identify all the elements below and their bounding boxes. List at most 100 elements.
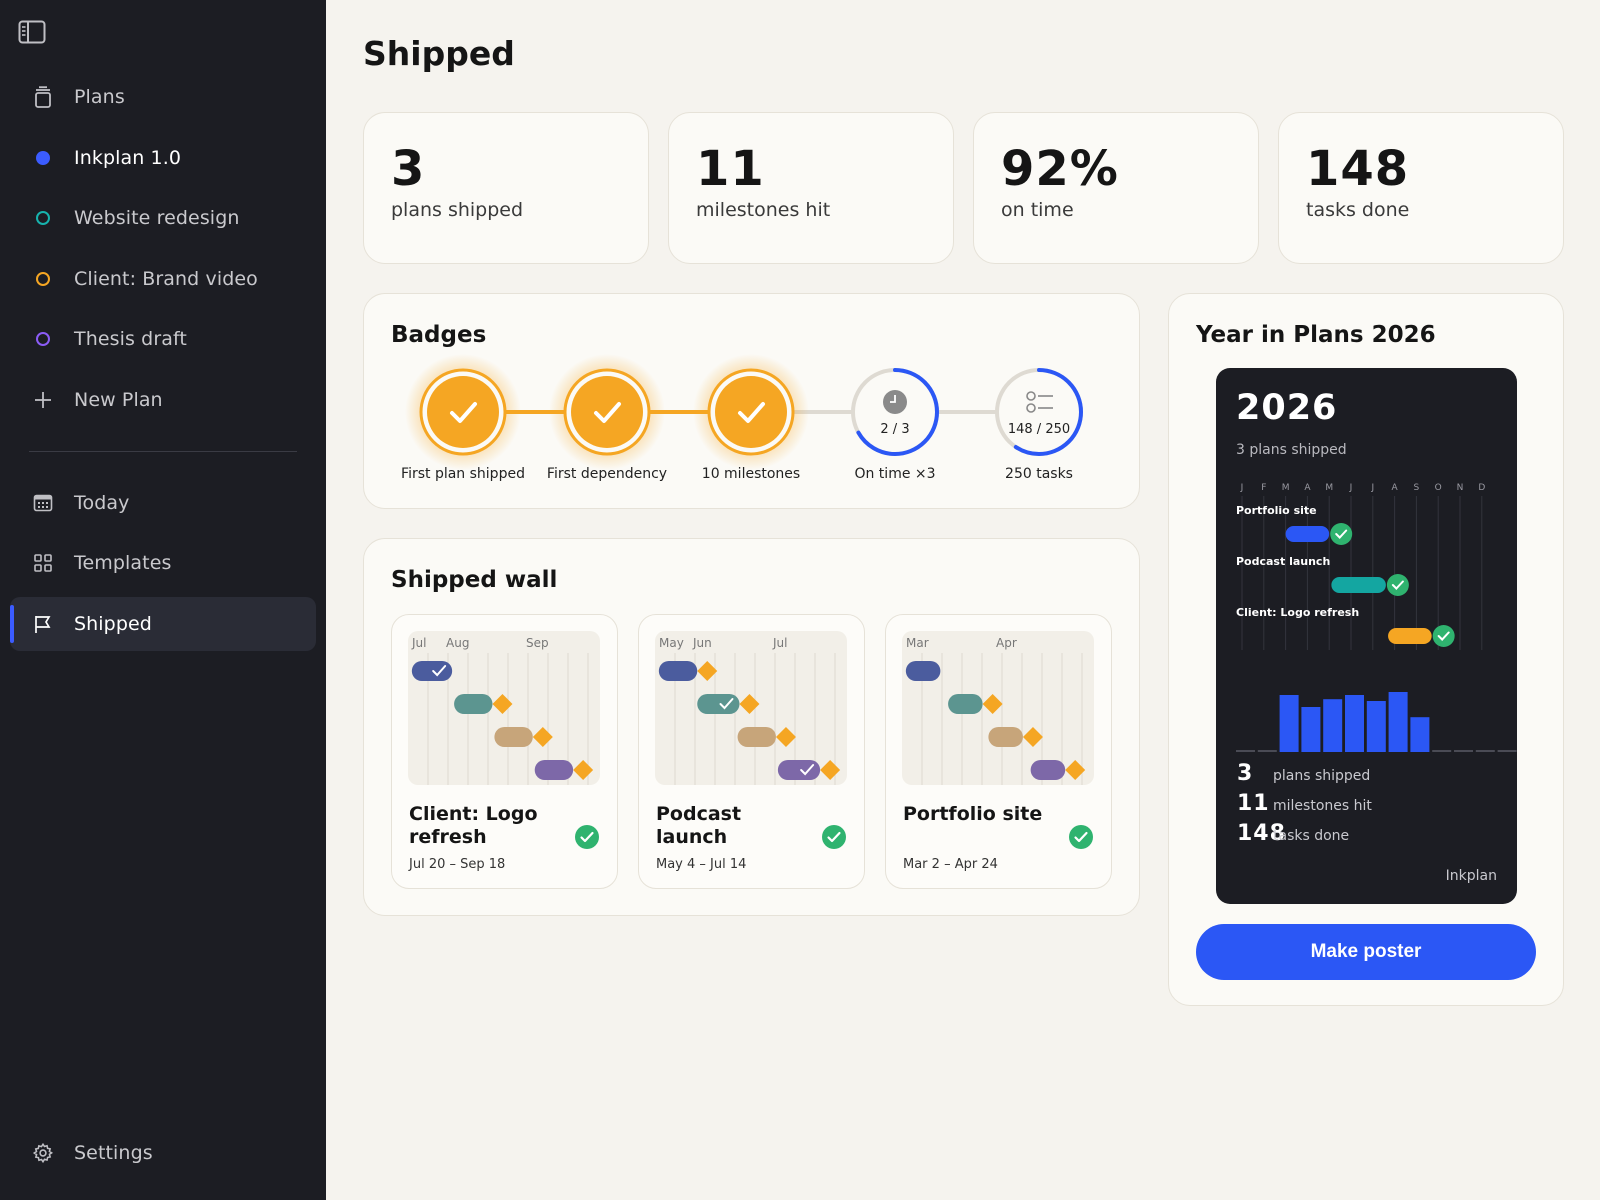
plan-color-ring (36, 272, 50, 286)
poster-month-label: A (1392, 483, 1399, 493)
sidebar-item-label: New Plan (74, 389, 163, 411)
shipped-plan-card[interactable]: Jul Aug Sep Client: Logo refresh Jul 20 – Se… (391, 614, 618, 889)
shipped-plan-title: Podcast launch (656, 803, 742, 848)
poster-stat-value: 148 (1237, 821, 1286, 846)
sidebar-item-shipped[interactable]: Shipped (10, 597, 316, 651)
checklist-icon (1026, 391, 1053, 413)
poster-stat-label: milestones hit (1273, 798, 1372, 814)
page-title: Shipped (363, 34, 515, 73)
stat-value: 148 (1306, 141, 1410, 197)
poster-month-label: A (1304, 483, 1311, 493)
gear-icon (32, 1142, 54, 1164)
plan-color-ring (36, 211, 50, 225)
milestone-diamond (820, 760, 841, 780)
make-poster-button[interactable]: Make poster (1196, 924, 1536, 980)
poster-month-label: D (1478, 483, 1485, 493)
gantt-bar (948, 694, 983, 714)
poster-brand: Inkplan (1445, 868, 1497, 884)
sidebar-item-label: Website redesign (74, 207, 240, 229)
trash-stack-icon (32, 86, 54, 108)
shipped-plan-dates: May 4 – Jul 14 (656, 857, 747, 872)
stat-value: 92% (1001, 141, 1119, 197)
poster-plan-label: Client: Logo refresh (1236, 606, 1359, 619)
year-title: Year in Plans 2026 (1196, 322, 1436, 348)
check-icon (450, 402, 477, 423)
milestone-diamond (532, 727, 553, 747)
activity-bar (1323, 699, 1343, 752)
gantt-month-label: Apr (996, 636, 1017, 650)
gantt-month-label: Jul (411, 636, 426, 650)
poster-plan-bar (1388, 628, 1432, 644)
activity-bar (1432, 750, 1452, 752)
check-circle-icon (575, 825, 599, 849)
gantt-bar (988, 727, 1023, 747)
sidebar-item-settings[interactable]: Settings (10, 1126, 316, 1180)
gantt-bar (658, 661, 698, 681)
milestone-diamond (1065, 760, 1086, 780)
poster-stat-value: 11 (1237, 791, 1270, 816)
poster-stat-label: tasks done (1273, 828, 1350, 844)
activity-bar (1279, 695, 1299, 752)
poster-plan-label: Podcast launch (1236, 555, 1330, 568)
sidebar-item-label: Templates (74, 552, 172, 574)
gantt-month-label: Aug (446, 636, 469, 650)
sidebar-item-today[interactable]: Today (10, 476, 316, 530)
badge: 2 / 3 (851, 368, 939, 456)
gantt-month-label: Mar (906, 636, 929, 650)
mini-gantt: Mar Apr (902, 631, 1094, 785)
activity-bar (1301, 707, 1321, 752)
sidebar-item-templates[interactable]: Templates (10, 536, 316, 590)
sidebar-item-label: Client: Brand video (74, 268, 258, 290)
shipped-plan-card[interactable]: Mar Apr Portfolio site Mar 2 – Apr 24 (885, 614, 1112, 889)
badge-label: 250 tasks (1005, 466, 1073, 482)
poster-stat-label: plans shipped (1273, 768, 1371, 784)
sidebar-item-plan-0[interactable]: Inkplan 1.0 (10, 131, 316, 185)
sidebar-item-plan-3[interactable]: Thesis draft (10, 312, 316, 366)
milestone-diamond (492, 694, 513, 714)
stat-label: on time (1001, 199, 1074, 221)
milestone-diamond (697, 661, 718, 681)
poster-month-label: M (1325, 483, 1333, 493)
poster-month-label: J (1349, 483, 1353, 493)
gantt-bar (494, 727, 533, 747)
sidebar-toggle-icon[interactable] (18, 20, 46, 44)
sidebar-item-plan-1[interactable]: Website redesign (10, 191, 316, 245)
poster-subtitle: 3 plans shipped (1236, 442, 1347, 458)
badge (693, 354, 809, 470)
stat-value: 11 (696, 141, 765, 197)
badge (549, 354, 665, 470)
badge-progress-text: 148 / 250 (1008, 422, 1070, 437)
badge: 148 / 250 (995, 368, 1083, 456)
plan-color-ring (36, 332, 50, 346)
poster-month-label: O (1435, 483, 1442, 493)
gantt-month-label: Jul (772, 636, 787, 650)
poster-month-label: F (1261, 483, 1266, 493)
stat-label: milestones hit (696, 199, 831, 221)
stat-label: plans shipped (391, 199, 524, 221)
milestone-diamond (775, 727, 796, 747)
poster-stat: 148 tasks done (1237, 821, 1349, 846)
gantt-bar (737, 727, 776, 747)
check-icon (738, 402, 765, 423)
check-icon (594, 402, 621, 423)
sidebar-item-plan-2[interactable]: Client: Brand video (10, 252, 316, 306)
check-circle-icon (1432, 625, 1455, 647)
mini-gantt: Jul Aug Sep (408, 631, 600, 785)
poster-stat: 11 milestones hit (1237, 791, 1372, 816)
stat-card-milestones: 11 milestones hit (668, 112, 954, 264)
check-icon (719, 698, 734, 710)
sidebar-item-plans[interactable]: Plans (10, 70, 316, 124)
gantt-month-label: May (659, 636, 684, 650)
poster-year: 2026 (1236, 388, 1338, 428)
shipped-wall-card: Shipped wall Jul Aug Sep Client: Logo refre… (363, 538, 1140, 916)
shipped-plan-card[interactable]: May Jun Jul Podcast launch May 4 – Jul 14 (638, 614, 865, 889)
poster-month-label: M (1282, 483, 1290, 493)
activity-bar (1410, 717, 1430, 752)
milestone-diamond (1022, 727, 1043, 747)
grid-icon (32, 552, 54, 574)
gantt-month-label: Sep (526, 636, 549, 650)
gantt-bar (777, 760, 821, 780)
new-plan-button[interactable]: New Plan (10, 373, 316, 427)
activity-bar (1388, 692, 1408, 752)
sidebar-item-label: Inkplan 1.0 (74, 147, 182, 169)
